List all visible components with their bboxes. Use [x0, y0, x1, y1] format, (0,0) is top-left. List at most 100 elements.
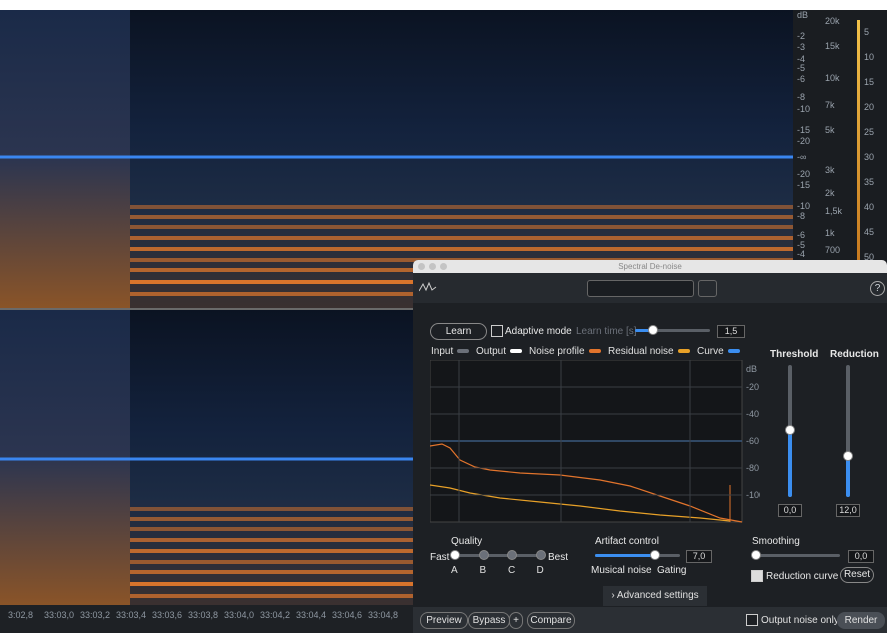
band — [130, 205, 793, 209]
legend-label: Input — [431, 346, 453, 357]
db-tick-label: -80 — [746, 463, 759, 473]
learn-button[interactable]: Learn — [430, 323, 487, 340]
time-label: 33:03,2 — [80, 610, 110, 620]
smoothing-label: Smoothing — [752, 536, 800, 547]
help[interactable]: ? — [870, 281, 885, 296]
db-tick-label: -20 — [746, 382, 759, 392]
reduction-curve-checkbox[interactable] — [751, 570, 763, 582]
time-label: 33:04,2 — [260, 610, 290, 620]
logo — [419, 281, 437, 293]
db-scale-label: -10 — [797, 201, 810, 211]
page: {"spectrogram":{"time_labels":["3:02,8",… — [0, 0, 887, 633]
freq-scale-label: 7k — [825, 100, 835, 110]
output-noise-label: Output noise only — [761, 615, 839, 626]
meter-label: 20 — [864, 102, 874, 112]
db-tick-label: -40 — [746, 409, 759, 419]
compare-button[interactable]: Compare — [527, 612, 575, 629]
plugin-window: Spectral De-noise ? Learn Adaptive mode … — [413, 260, 887, 633]
legend-label: Curve — [697, 346, 724, 357]
reset-button[interactable]: Reset — [840, 567, 874, 583]
band — [130, 247, 793, 251]
meter-label: 5 — [864, 27, 869, 37]
artifact-value[interactable]: 7,0 — [686, 550, 712, 563]
threshold-knob[interactable] — [785, 425, 795, 435]
advanced-settings[interactable]: › Advanced settings — [603, 586, 707, 606]
time-label: 33:03,6 — [152, 610, 182, 620]
quality-step-knob[interactable] — [536, 550, 546, 560]
legend-swatch — [589, 349, 601, 353]
preview-button[interactable]: Preview — [420, 612, 468, 629]
smoothing-knob[interactable] — [751, 550, 761, 560]
db-scale-label: dB — [797, 10, 808, 20]
reduction-label: Reduction — [830, 349, 879, 360]
legend-swatch — [457, 349, 469, 353]
close[interactable] — [418, 263, 425, 270]
meter-label: 40 — [864, 202, 874, 212]
legend-label: Noise profile — [529, 346, 585, 357]
quality-step-knob[interactable] — [479, 550, 489, 560]
db-tick-label: -60 — [746, 436, 759, 446]
artifact-fill — [595, 554, 653, 557]
legend-swatch — [678, 349, 690, 353]
quality-high: Best — [548, 552, 568, 563]
bypass-button[interactable]: Bypass — [468, 612, 510, 629]
plus-button[interactable]: + — [509, 612, 523, 629]
db-scale-label: -3 — [797, 42, 805, 52]
freq-scale-label: 1,5k — [825, 206, 843, 216]
artifact-high: Gating — [657, 565, 686, 576]
output-noise-checkbox[interactable] — [746, 614, 758, 626]
menu-button[interactable] — [698, 280, 717, 297]
adaptive-label: Adaptive mode — [505, 326, 572, 337]
smoothing-value[interactable]: 0,0 — [848, 550, 874, 563]
db-scale-label: -20 — [797, 136, 810, 146]
quality-low: Fast — [430, 552, 449, 563]
quality-step-knob[interactable] — [507, 550, 517, 560]
legend-swatch — [728, 349, 740, 353]
quality-step-label: B — [480, 565, 487, 576]
threshold-fill — [788, 430, 792, 497]
db-scale-label: -15 — [797, 125, 810, 135]
time-label: 3:02,8 — [8, 610, 33, 620]
minimize[interactable] — [429, 263, 436, 270]
legend-label: Output — [476, 346, 506, 357]
reduction-value[interactable]: 12,0 — [836, 504, 860, 517]
zoom[interactable] — [440, 263, 447, 270]
threshold-value[interactable]: 0,0 — [778, 504, 802, 517]
reduction-knob[interactable] — [843, 451, 853, 461]
db-scale-label: -8 — [797, 211, 805, 221]
adaptive-checkbox[interactable] — [491, 325, 503, 337]
meter-label: 15 — [864, 77, 874, 87]
learn-time-knob[interactable] — [648, 325, 658, 335]
db-scale-label: -6 — [797, 74, 805, 84]
db-tick-label: -100 — [746, 490, 760, 500]
smoothing-slider[interactable] — [753, 554, 840, 557]
quality-step-label: A — [451, 565, 458, 576]
freq-scale-label: 2k — [825, 188, 835, 198]
title-bar: Spectral De-noise — [413, 260, 887, 273]
freq-scale-label: 10k — [825, 73, 840, 83]
meter-label: 35 — [864, 177, 874, 187]
window-title: Spectral De-noise — [618, 262, 682, 271]
db-scale-label: -4 — [797, 249, 805, 259]
quality-slider[interactable] — [454, 554, 540, 557]
db-scale-label: -6 — [797, 230, 805, 240]
meter-label: 30 — [864, 152, 874, 162]
legend-swatch — [510, 349, 522, 353]
quality-label: Quality — [451, 536, 482, 547]
db-scale-label: -8 — [797, 92, 805, 102]
artifact-knob[interactable] — [650, 550, 660, 560]
db-scale-label: -10 — [797, 104, 810, 114]
freq-scale-label: 15k — [825, 41, 840, 51]
time-label: 33:03,0 — [44, 610, 74, 620]
freq-scale-label: 5k — [825, 125, 835, 135]
artifact-label: Artifact control — [595, 536, 659, 547]
artifact-low: Musical noise — [591, 565, 652, 576]
band — [130, 225, 793, 229]
graph-unit: dB — [746, 364, 757, 374]
learn-time-value[interactable]: 1,5 — [717, 325, 745, 338]
channel-1-left — [0, 10, 130, 308]
db-scale-label: -∞ — [797, 152, 806, 162]
preset-dropdown[interactable] — [587, 280, 694, 297]
render-button[interactable]: Render — [837, 612, 885, 629]
quality-step-knob[interactable] — [450, 550, 460, 560]
